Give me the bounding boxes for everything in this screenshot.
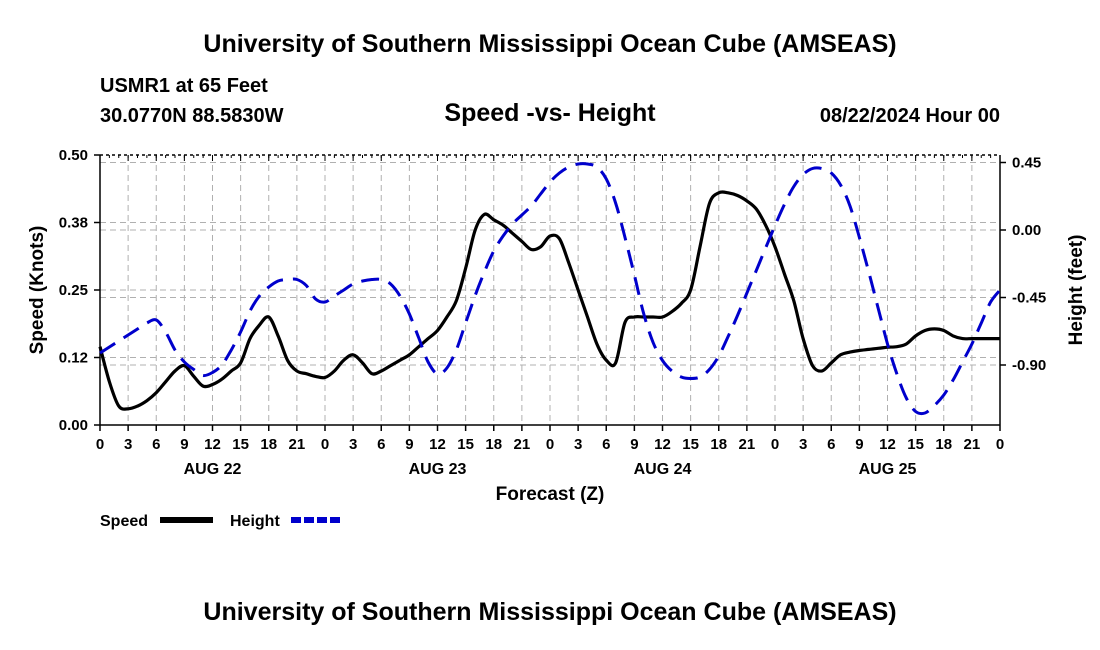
footer-title: University of Southern Mississippi Ocean… xyxy=(203,598,897,626)
day-label: AUG 25 xyxy=(859,461,917,478)
x-tick-label: 21 xyxy=(514,436,531,453)
y2-tick-label: 0.45 xyxy=(1012,155,1041,172)
x-tick-label: 6 xyxy=(827,436,835,453)
y-tick-label: 0.12 xyxy=(59,350,88,367)
x-tick-label: 0 xyxy=(96,436,104,453)
legend-label-speed: Speed xyxy=(100,513,148,530)
x-tick-label: 0 xyxy=(996,436,1004,453)
x-tick-label: 6 xyxy=(377,436,385,453)
x-tick-label: 15 xyxy=(457,436,474,453)
day-label: AUG 24 xyxy=(634,461,692,478)
x-tick-label: 15 xyxy=(682,436,699,453)
x-tick-label: 0 xyxy=(546,436,554,453)
station-label: USMR1 at 65 Feet xyxy=(100,75,268,97)
coordinates-label: 30.0770N 88.5830W xyxy=(100,105,284,127)
page-title: University of Southern Mississippi Ocean… xyxy=(203,30,897,58)
x-tick-label: 21 xyxy=(289,436,306,453)
y2-tick-label: -0.90 xyxy=(1012,357,1046,374)
y-tick-label: 0.25 xyxy=(59,282,88,299)
y2-axis-title: Height (feet) xyxy=(1066,235,1087,346)
x-tick-label: 18 xyxy=(260,436,277,453)
x-tick-label: 3 xyxy=(574,436,582,453)
y2-tick-label: -0.45 xyxy=(1012,290,1046,307)
x-tick-label: 15 xyxy=(232,436,249,453)
day-label: AUG 23 xyxy=(409,461,467,478)
y-tick-label: 0.38 xyxy=(59,215,88,232)
x-tick-label: 18 xyxy=(935,436,952,453)
day-label: AUG 22 xyxy=(184,461,242,478)
x-tick-label: 6 xyxy=(602,436,610,453)
x-axis-title: Forecast (Z) xyxy=(496,484,605,505)
chart-title: Speed -vs- Height xyxy=(444,99,656,127)
x-tick-label: 6 xyxy=(152,436,160,453)
x-tick-label: 3 xyxy=(124,436,132,453)
y-tick-label: 0.50 xyxy=(59,147,88,164)
datetime-label: 08/22/2024 Hour 00 xyxy=(819,105,1000,127)
x-tick-label: 9 xyxy=(630,436,638,453)
y-tick-label: 0.00 xyxy=(59,417,88,434)
y2-tick-label: 0.00 xyxy=(1012,222,1041,239)
x-tick-label: 0 xyxy=(321,436,329,453)
x-tick-label: 12 xyxy=(879,436,896,453)
x-tick-label: 9 xyxy=(180,436,188,453)
series-line-height xyxy=(99,162,1002,416)
legend-label-height: Height xyxy=(230,513,280,530)
x-tick-label: 3 xyxy=(349,436,357,453)
x-tick-label: 21 xyxy=(739,436,756,453)
x-tick-label: 21 xyxy=(964,436,981,453)
x-tick-label: 9 xyxy=(405,436,413,453)
x-tick-label: 3 xyxy=(799,436,807,453)
x-tick-label: 12 xyxy=(654,436,671,453)
x-tick-label: 18 xyxy=(710,436,727,453)
x-tick-label: 18 xyxy=(485,436,502,453)
x-tick-label: 9 xyxy=(855,436,863,453)
x-tick-label: 12 xyxy=(429,436,446,453)
x-tick-label: 12 xyxy=(204,436,221,453)
x-tick-label: 15 xyxy=(907,436,924,453)
y-axis-title: Speed (Knots) xyxy=(27,226,48,355)
x-tick-label: 0 xyxy=(771,436,779,453)
series-line-speed xyxy=(98,190,1000,411)
